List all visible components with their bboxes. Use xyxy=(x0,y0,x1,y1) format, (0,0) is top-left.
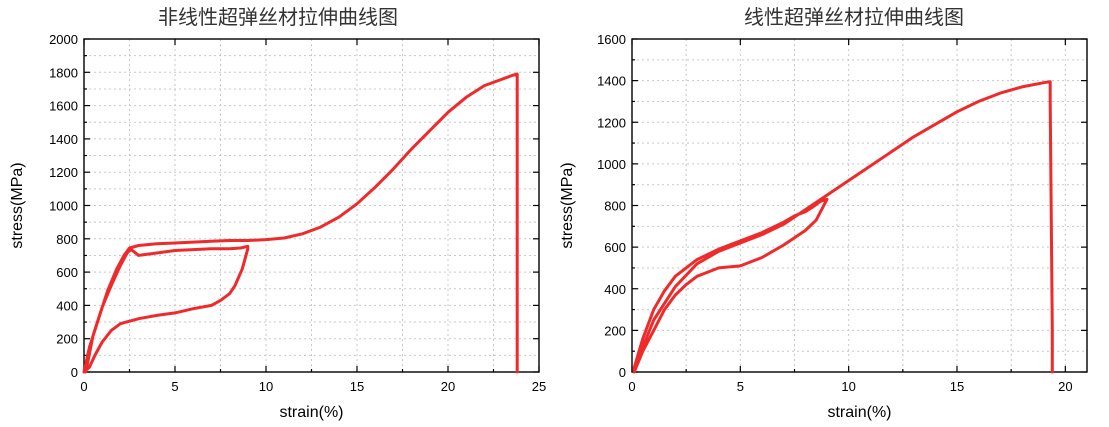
y-axis-label: stress(MPa) xyxy=(9,162,26,248)
x-tick-label: 5 xyxy=(171,379,178,394)
chart-title: 非线性超弹丝材拉伸曲线图 xyxy=(158,5,398,29)
x-tick-label: 25 xyxy=(532,379,546,394)
x-tick-label: 15 xyxy=(350,379,364,394)
y-tick-label: 2000 xyxy=(49,32,78,47)
y-tick-label: 1400 xyxy=(597,74,626,89)
chart-title: 线性超弹丝材拉伸曲线图 xyxy=(744,5,964,29)
x-axis-label: strain(%) xyxy=(827,404,891,421)
chart-linear: 0 5 10 15 2002004006008001000120014001600线性超… xyxy=(559,5,1088,421)
y-tick-label: 800 xyxy=(604,199,626,214)
series-line-0 xyxy=(632,80,1054,374)
x-tick-label: 10 xyxy=(841,379,855,394)
x-tick-label: 0 xyxy=(80,379,87,394)
x-tick-label: 15 xyxy=(950,379,964,394)
x-tick-label: 20 xyxy=(441,379,455,394)
y-tick-label: 1200 xyxy=(597,115,626,130)
x-tick-label: 20 xyxy=(1058,379,1072,394)
x-tick-label: 5 xyxy=(737,379,744,394)
x-tick-label: 0 xyxy=(628,379,635,394)
y-tick-label: 1400 xyxy=(49,132,78,147)
x-tick-label: 10 xyxy=(259,379,273,394)
y-tick-label: 600 xyxy=(604,240,626,255)
y-axis-label: stress(MPa) xyxy=(559,162,576,248)
chart-nonlinear: 0 5 10 15 20 25 0 200 400 600 800 1000 1200 1400 1600 1… xyxy=(9,5,546,421)
x-axis-label: strain(%) xyxy=(279,404,343,421)
y-tick-label: 400 xyxy=(56,298,78,313)
y-tick-label: 1000 xyxy=(597,157,626,172)
y-tick-label: 0 xyxy=(619,365,626,380)
y-tick-label: 400 xyxy=(604,282,626,297)
y-tick-label: 1600 xyxy=(49,99,78,114)
y-tick-label: 0 xyxy=(71,365,78,380)
y-tick-label: 800 xyxy=(56,232,78,247)
y-tick-label: 200 xyxy=(604,323,626,338)
y-tick-label: 1600 xyxy=(597,32,626,47)
y-tick-label: 600 xyxy=(56,265,78,280)
y-tick-label: 1200 xyxy=(49,165,78,180)
y-tick-label: 1000 xyxy=(49,199,78,214)
y-tick-label: 200 xyxy=(56,332,78,347)
y-tick-label: 1800 xyxy=(49,65,78,80)
series-line-0 xyxy=(82,72,519,374)
